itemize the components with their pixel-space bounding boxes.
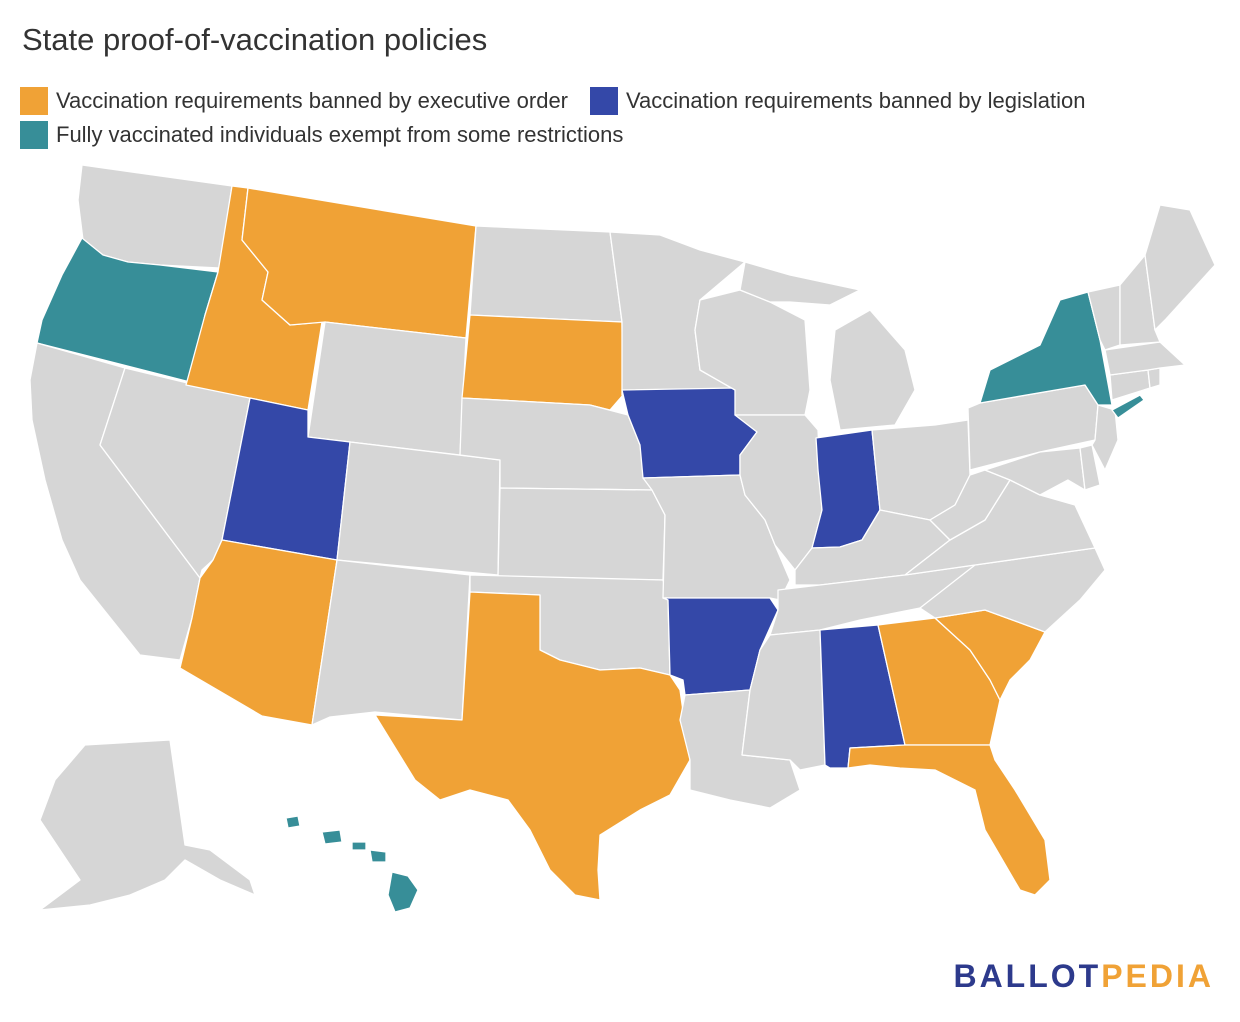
logo-part-pedia: PEDIA: [1101, 958, 1214, 994]
state-colorado[interactable]: [336, 441, 501, 576]
state-hawaii-kauai[interactable]: [285, 815, 301, 829]
state-texas[interactable]: [374, 591, 691, 901]
legend-label-legislation: Vaccination requirements banned by legis…: [626, 88, 1086, 113]
state-long-island[interactable]: [1111, 394, 1145, 419]
legend-label-executive-order: Vaccination requirements banned by execu…: [56, 88, 569, 113]
legend-label-exempt: Fully vaccinated individuals exempt from…: [56, 122, 624, 147]
state-massachusetts[interactable]: [1104, 341, 1186, 376]
state-vermont[interactable]: [1087, 284, 1121, 351]
state-alaska[interactable]: [39, 739, 256, 911]
state-wyoming[interactable]: [307, 321, 467, 456]
state-new-mexico[interactable]: [311, 559, 471, 726]
state-hawaii-oahu[interactable]: [321, 829, 343, 845]
state-delaware[interactable]: [1079, 444, 1101, 491]
logo-part-ballot: BALLOT: [953, 958, 1102, 994]
legend-swatch-legislation: [590, 87, 619, 115]
state-maine[interactable]: [1144, 204, 1216, 331]
map-title: State proof-of-vaccination policies: [22, 22, 488, 57]
state-florida[interactable]: [847, 744, 1051, 896]
state-south-dakota[interactable]: [461, 314, 624, 411]
legend-item-legislation: Vaccination requirements banned by legis…: [590, 87, 1085, 115]
legend-item-exempt: Fully vaccinated individuals exempt from…: [20, 121, 623, 149]
state-new-hampshire[interactable]: [1119, 254, 1161, 346]
legend-row-2: Fully vaccinated individuals exempt from…: [20, 118, 1220, 152]
state-hawaii-molokai[interactable]: [351, 841, 367, 851]
legend-swatch-executive-order: [20, 87, 48, 115]
state-washington[interactable]: [77, 164, 233, 269]
state-montana[interactable]: [241, 187, 477, 339]
state-michigan-up[interactable]: [739, 261, 861, 306]
state-maryland[interactable]: [984, 447, 1086, 496]
state-north-dakota[interactable]: [469, 225, 623, 323]
state-hawaii-maui[interactable]: [369, 849, 387, 863]
legend-swatch-exempt: [20, 121, 48, 149]
state-rhode-island[interactable]: [1147, 367, 1161, 389]
state-hawaii[interactable]: [387, 871, 419, 913]
legend-item-executive-order: Vaccination requirements banned by execu…: [20, 87, 568, 115]
legend-row-1: Vaccination requirements banned by execu…: [20, 84, 1220, 118]
ballotpedia-logo: BALLOTPEDIA: [953, 958, 1214, 995]
state-kansas[interactable]: [497, 487, 666, 581]
state-michigan[interactable]: [829, 309, 916, 431]
legend: Vaccination requirements banned by execu…: [20, 84, 1220, 152]
state-illinois[interactable]: [734, 414, 823, 571]
